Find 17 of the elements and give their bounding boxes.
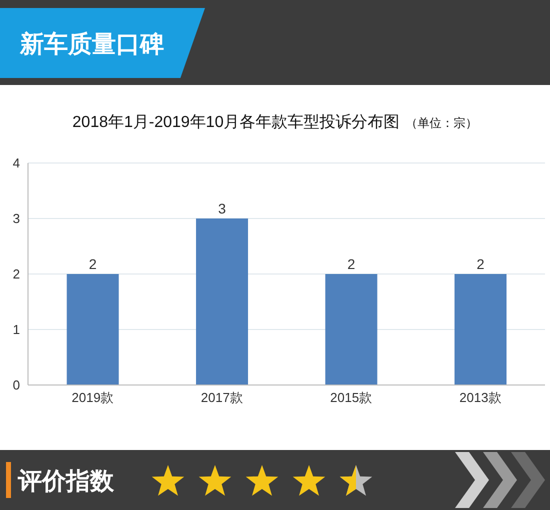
y-tick-label: 0 [12, 378, 20, 393]
data-label: 2 [347, 256, 356, 272]
y-tick-label: 1 [12, 322, 20, 338]
x-tick-label: 2017款 [200, 390, 243, 406]
chart-subtitle: （单位：宗） [406, 116, 478, 130]
y-tick-label: 4 [12, 156, 20, 171]
x-tick-label: 2015款 [330, 390, 372, 406]
x-tick-label: 2013款 [459, 390, 502, 406]
text: 新车质量口碑 [20, 30, 164, 60]
data-label: 3 [218, 200, 226, 216]
x-tick-label: 2019款 [72, 390, 114, 406]
data-label: 2 [88, 256, 97, 272]
data-label: 2 [476, 256, 485, 272]
chart-title: 2018年1月-2019年10月各年款车型投诉分布图 [72, 114, 400, 131]
y-tick-label: 2 [12, 266, 20, 282]
text: 评价指数 [18, 467, 114, 497]
y-tick-label: 3 [12, 211, 20, 226]
